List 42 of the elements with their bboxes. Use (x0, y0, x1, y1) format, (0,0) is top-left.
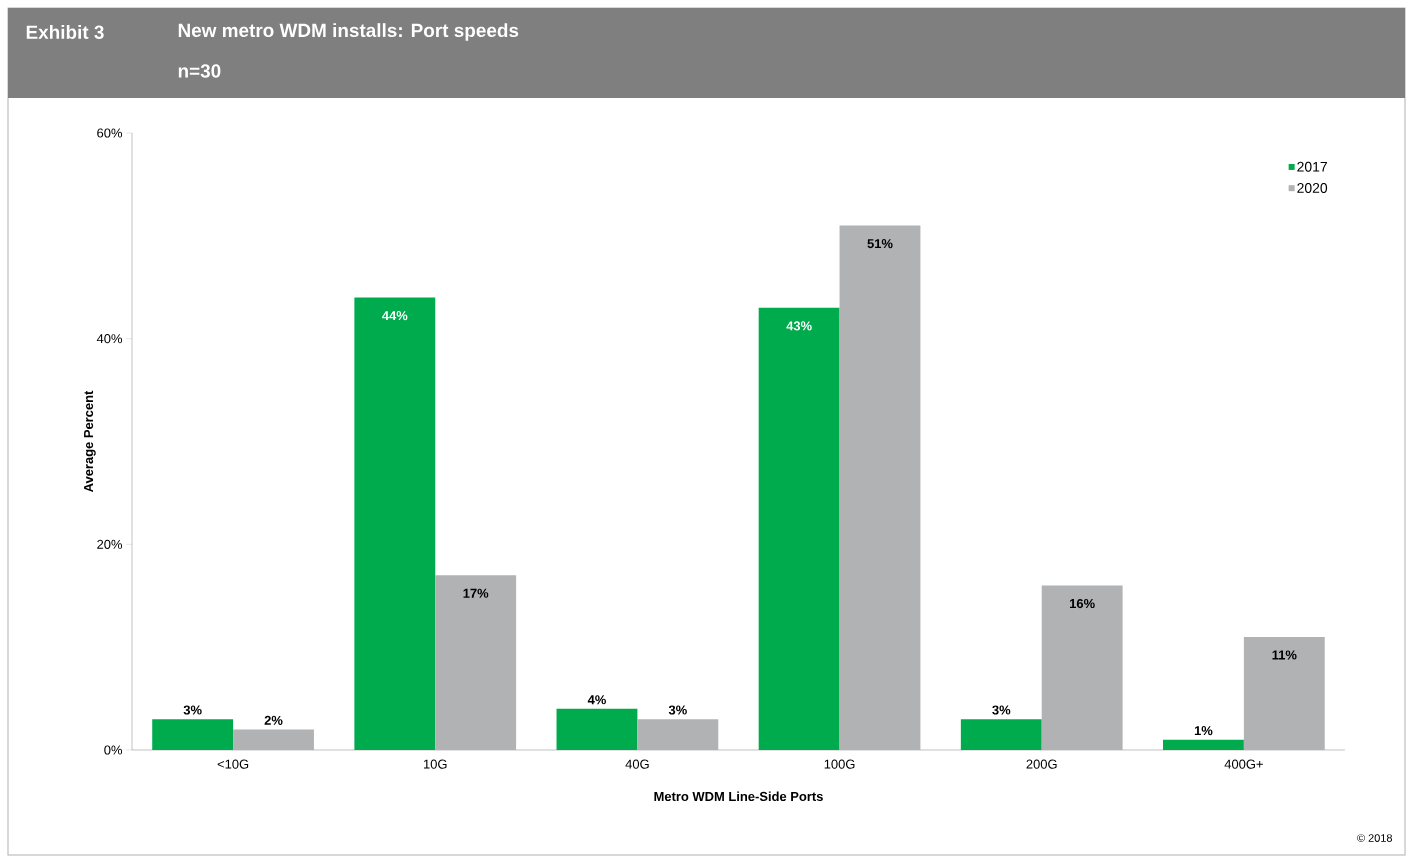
bar (233, 729, 314, 750)
bar (637, 719, 719, 750)
bar (152, 719, 234, 750)
data-label: 1% (1194, 726, 1213, 736)
x-tick-label: 400G+ (1224, 759, 1263, 769)
bar (1163, 739, 1244, 750)
bar (1243, 636, 1325, 750)
x-tick-label: 10G (423, 759, 447, 769)
y-tick-label: 20% (97, 539, 123, 549)
bar (1041, 585, 1123, 750)
data-label: 4% (587, 695, 606, 705)
x-axis-title: Metro WDM Line-Side Ports (654, 791, 823, 802)
data-label: 16% (1070, 598, 1095, 609)
data-label: 3% (992, 705, 1011, 715)
bar (758, 307, 840, 750)
bar (435, 575, 517, 750)
legend-label: 2017 (1297, 161, 1327, 172)
data-label: 3% (183, 705, 202, 715)
data-label: 44% (382, 311, 408, 321)
data-label: 2% (264, 715, 283, 725)
bar (839, 225, 921, 750)
legend-label: 2020 (1297, 183, 1328, 193)
chart-title: New metro WDM installs: Port speeds (178, 23, 519, 41)
data-label: 11% (1272, 650, 1297, 660)
y-axis-title: Average Percent (84, 390, 96, 493)
x-tick-label: 40G (625, 759, 649, 769)
bar (556, 708, 638, 750)
bar (960, 719, 1042, 750)
y-tick-label: 60% (97, 128, 123, 138)
chart-subtitle: n=30 (178, 64, 221, 78)
x-tick-label: 200G (1026, 759, 1057, 769)
data-label: 17% (463, 588, 489, 598)
y-tick-label: 0% (104, 745, 123, 755)
text: © 2018 (1357, 834, 1392, 842)
y-tick-label: 40% (96, 334, 123, 344)
bar (354, 297, 436, 750)
x-tick-label: 100G (824, 759, 855, 769)
data-label: 3% (668, 705, 687, 715)
x-tick-label: <10G (217, 759, 249, 769)
data-label: 43% (786, 321, 812, 331)
text: Exhibit 3 (26, 25, 104, 39)
data-label: 51% (867, 239, 893, 249)
